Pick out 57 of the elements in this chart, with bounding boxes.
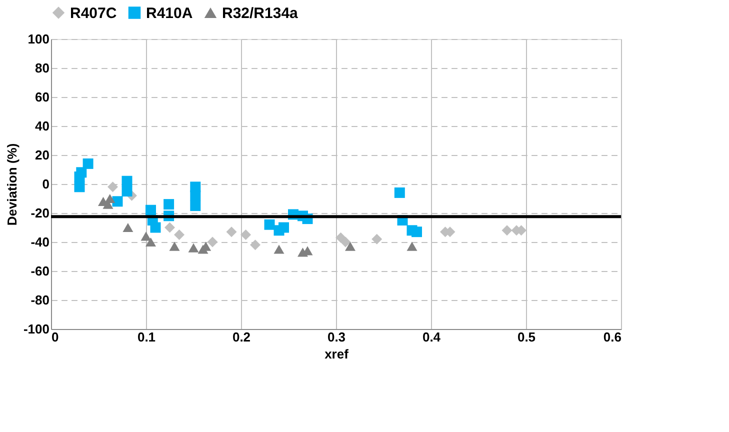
y-tick-label: 100 [28,32,50,46]
point [150,222,161,233]
point [164,222,175,233]
point [108,182,118,192]
point [250,240,260,250]
y-tick-label: -60 [30,264,50,278]
y-axis-title: Deviation (%) [4,143,20,226]
point [372,234,382,244]
x-tick-label: 0.5 [517,330,536,344]
y-tick-label: 80 [35,60,50,76]
x-tick-label: 0.4 [422,330,442,344]
y-tick-label: 60 [35,90,50,104]
point [169,242,180,251]
point [104,194,116,204]
point [226,226,237,238]
y-tick-label: 0 [42,176,50,192]
point [188,243,199,252]
point [264,219,275,230]
legend-label: R407C [70,4,117,22]
x-axis-title: xref [324,346,350,362]
point [240,230,251,240]
y-tick-label: 20 [35,148,50,162]
point [412,226,422,238]
point [82,158,94,169]
point [112,196,123,207]
point [146,204,156,216]
point [394,187,405,198]
legend-label: R32/R134a [222,4,299,22]
point [278,222,289,233]
legend-label: R410A [146,4,193,22]
y-tick-label: 40 [35,118,50,134]
point [502,225,512,236]
point [345,242,356,251]
point [274,244,284,254]
point [190,190,201,201]
y-tick-label: -100 [23,322,50,336]
x-tick-label: 0 [52,330,59,344]
point [174,230,184,240]
point [122,186,132,196]
point [190,200,201,211]
x-tick-label: 0.1 [137,330,156,344]
x-tick-label: 0.2 [232,330,251,344]
point [146,237,156,247]
point [122,222,134,232]
y-tick-label: -40 [30,234,50,250]
point [406,242,418,251]
point [164,199,174,210]
point [340,236,351,248]
x-tick-label: 0.6 [603,330,622,344]
x-tick-label: 0.3 [327,330,346,344]
point [122,176,132,186]
point [207,236,218,248]
point [140,232,152,241]
y-tick-label: -80 [30,292,50,308]
point [76,167,87,178]
y-tick-label: -20 [30,206,50,220]
point [74,182,85,192]
